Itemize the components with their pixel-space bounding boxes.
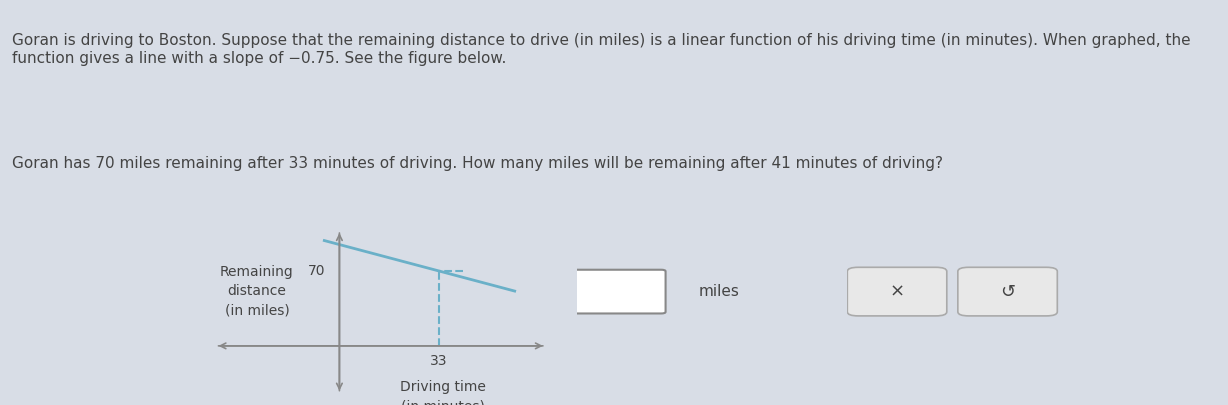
Text: Driving time
(in minutes): Driving time (in minutes) [399,380,485,405]
FancyBboxPatch shape [572,270,666,313]
FancyBboxPatch shape [847,267,947,316]
Text: Goran has 70 miles remaining after 33 minutes of driving. How many miles will be: Goran has 70 miles remaining after 33 mi… [12,156,943,171]
Text: Goran is driving to Boston. Suppose that the remaining distance to drive (in mil: Goran is driving to Boston. Suppose that… [12,34,1191,66]
Text: 70: 70 [308,264,325,278]
Text: Remaining
distance
(in miles): Remaining distance (in miles) [220,265,293,318]
Text: ×: × [889,283,905,301]
Text: miles: miles [699,284,739,299]
Text: ↺: ↺ [1000,283,1016,301]
FancyBboxPatch shape [958,267,1057,316]
Text: 33: 33 [430,354,448,369]
